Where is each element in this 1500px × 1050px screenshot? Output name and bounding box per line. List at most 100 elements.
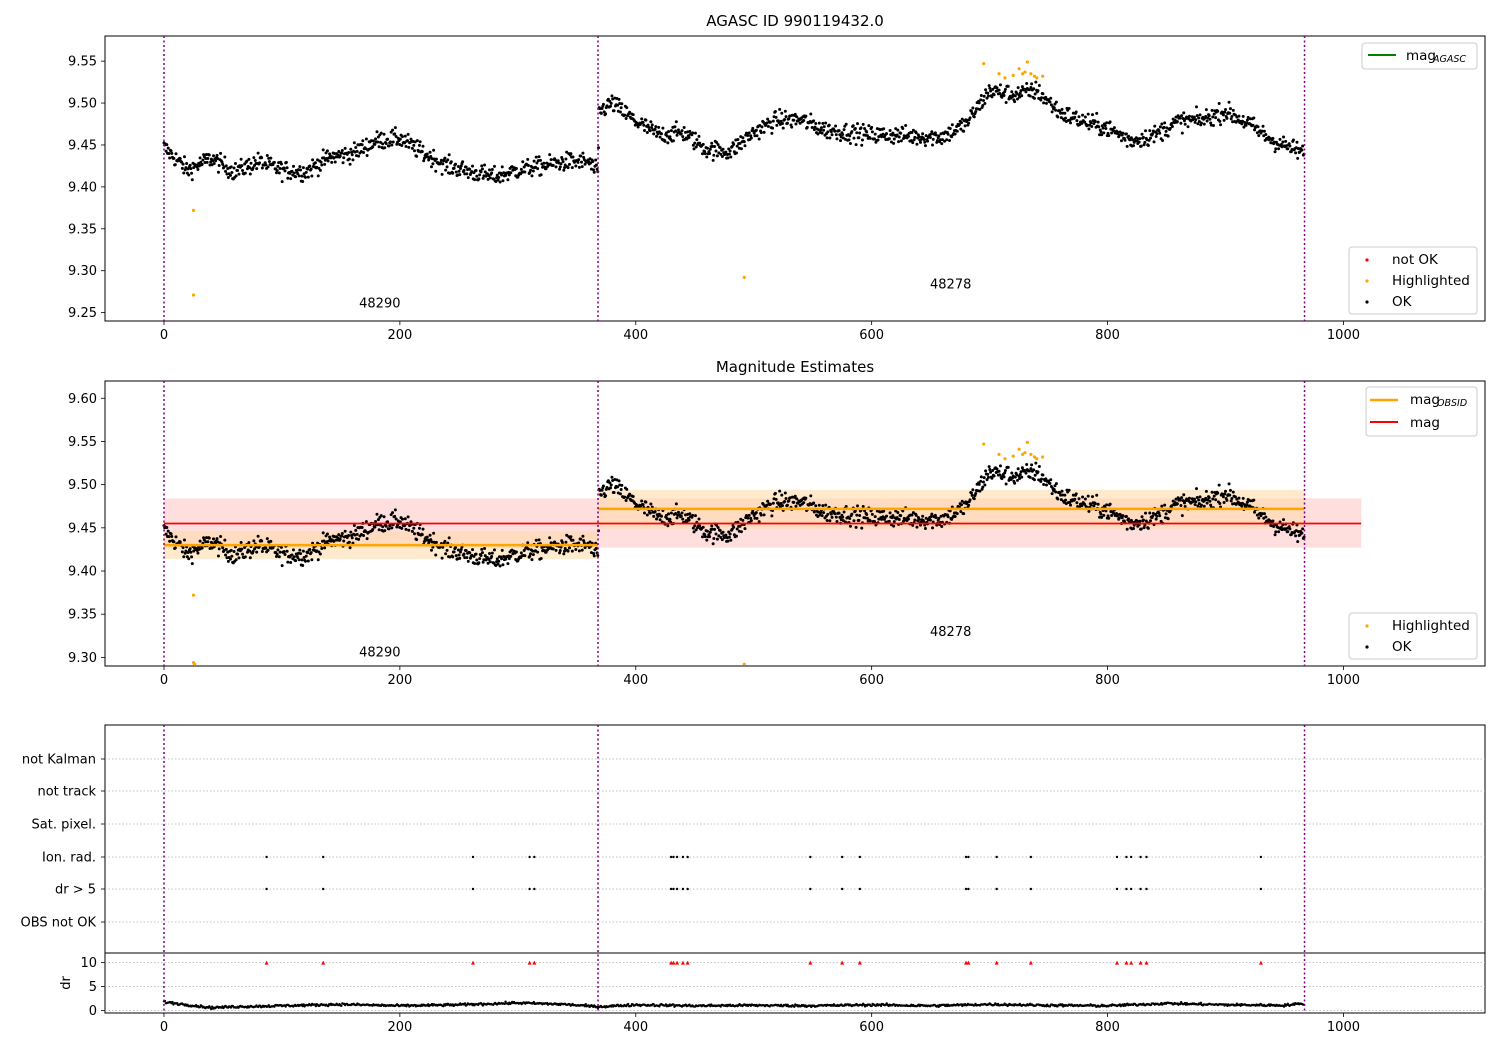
ok-point <box>357 537 361 541</box>
ok-point <box>483 170 487 174</box>
ok-point <box>991 469 995 473</box>
ok-point <box>794 122 798 126</box>
ok-point <box>1260 129 1264 133</box>
ok-point <box>743 144 747 148</box>
ok-point <box>858 131 862 135</box>
ok-point <box>519 551 523 555</box>
highlighted-point <box>1032 74 1037 78</box>
ok-point <box>804 496 808 500</box>
ok-point <box>338 154 342 158</box>
ok-point <box>1044 483 1048 487</box>
ok-point <box>1056 115 1060 119</box>
ok-point <box>759 513 763 517</box>
ok-point <box>794 504 798 508</box>
ok-point <box>758 123 762 127</box>
ok-point <box>393 508 397 512</box>
ok-point <box>1175 502 1179 506</box>
ok-point <box>549 541 553 545</box>
ok-point <box>248 172 252 176</box>
ok-point <box>901 509 905 513</box>
ok-point <box>1182 501 1186 505</box>
ok-point <box>174 535 178 539</box>
ok-point <box>592 168 596 172</box>
ok-point <box>1166 134 1170 138</box>
flag-point <box>840 855 844 859</box>
ok-point <box>848 524 852 528</box>
ok-point <box>1048 482 1052 486</box>
ok-point <box>675 133 679 137</box>
ok-point <box>468 167 472 171</box>
obsid-label: 48278 <box>930 277 971 292</box>
ok-point <box>514 166 518 170</box>
ok-point <box>998 83 1002 87</box>
ok-point <box>571 538 575 542</box>
ok-point <box>640 117 644 121</box>
ok-point <box>970 493 974 497</box>
ok-point <box>824 503 828 507</box>
ok-point <box>1187 496 1191 500</box>
ok-point <box>247 157 251 161</box>
ok-point <box>488 176 492 180</box>
x-tick-label: 0 <box>160 328 168 343</box>
flag-point <box>686 855 689 859</box>
ok-point <box>895 516 899 520</box>
dr-clipped-marker <box>808 960 813 965</box>
ok-point <box>165 143 169 147</box>
ok-point <box>390 143 394 147</box>
ok-point <box>810 125 814 129</box>
ok-point <box>394 517 398 521</box>
ok-point <box>264 546 268 550</box>
ok-point <box>429 165 433 169</box>
ok-point <box>279 162 283 166</box>
ok-point <box>1195 114 1199 118</box>
ok-point <box>1127 517 1131 521</box>
dr-point <box>532 1000 536 1004</box>
ok-point <box>269 156 273 160</box>
ok-point <box>297 558 301 562</box>
ok-point <box>809 112 813 116</box>
ok-point <box>458 550 462 554</box>
ok-point <box>217 163 221 167</box>
ok-point <box>628 492 632 496</box>
ok-point <box>774 497 778 501</box>
ok-point <box>732 142 736 146</box>
ok-point <box>1089 503 1093 507</box>
ok-point <box>269 539 273 543</box>
ok-point <box>483 547 487 551</box>
ok-point <box>394 134 398 138</box>
ok-point <box>616 485 620 489</box>
ok-point <box>1117 516 1121 520</box>
ok-point <box>708 530 712 534</box>
ok-point <box>178 540 182 544</box>
highlighted-point <box>1025 440 1029 444</box>
ok-point <box>234 558 238 562</box>
ok-point <box>1099 130 1103 134</box>
ok-point <box>1286 147 1290 151</box>
legend-sub-mag-agasc: AGASC <box>1432 54 1466 65</box>
ok-point <box>757 520 761 524</box>
ok-point <box>1231 108 1235 112</box>
ok-point <box>855 513 859 517</box>
ok-point <box>567 546 571 550</box>
ok-point <box>523 554 527 558</box>
ok-point <box>544 550 548 554</box>
ok-point <box>715 154 719 158</box>
highlighted-point <box>1025 60 1029 64</box>
ok-point <box>675 516 679 520</box>
ok-point <box>960 499 964 503</box>
ok-point <box>478 173 482 177</box>
ok-point <box>189 167 193 171</box>
ok-point <box>693 141 697 145</box>
highlighted-point <box>1029 452 1033 457</box>
ok-point <box>771 119 775 123</box>
ok-point <box>447 536 451 540</box>
ok-point <box>738 141 742 145</box>
ok-point <box>915 142 919 146</box>
ok-point <box>458 166 462 170</box>
ok-point <box>490 167 494 171</box>
ok-point <box>892 137 896 141</box>
ok-point <box>207 153 211 157</box>
ok-point <box>649 502 653 506</box>
ok-point <box>896 128 900 132</box>
